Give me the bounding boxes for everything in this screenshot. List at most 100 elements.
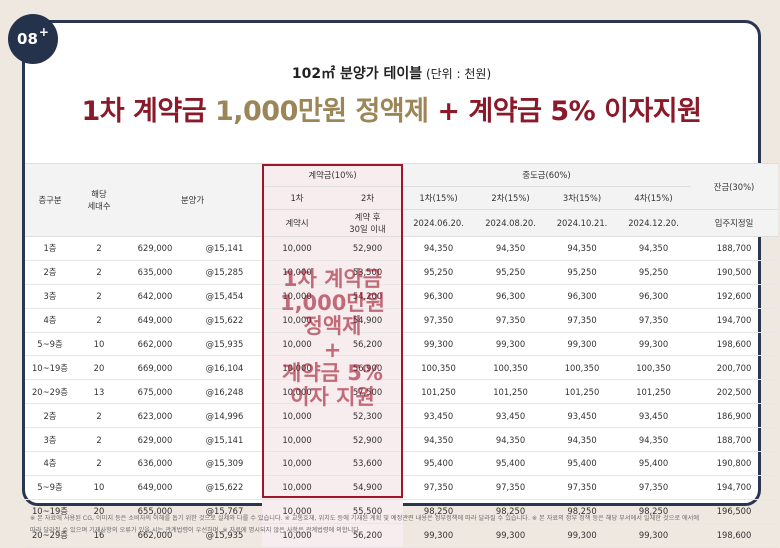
balance-cell: 202,500	[690, 379, 779, 405]
interim2-cell: 96,300	[474, 284, 548, 309]
floor-cell: 10~19층	[25, 499, 75, 524]
deposit2-cell: 54,200	[332, 284, 404, 309]
interim1-cell: 94,350	[403, 236, 475, 261]
interim1-cell: 98,250	[403, 499, 475, 524]
table-row: 10~19층 20 669,000 @16,104 10,000 56,900 100,35…	[25, 355, 779, 381]
headline-part-1: 1차 계약금	[81, 96, 207, 127]
floor-cell: 20~29층	[25, 379, 75, 405]
floor-cell: 3층	[25, 284, 75, 309]
floor-cell: 4층	[25, 308, 75, 333]
price-cell: 629,000	[123, 427, 187, 453]
price-cell: 662,000	[123, 332, 187, 357]
interim1-cell: 94,350	[403, 427, 475, 453]
header-int3: 3차(15%)	[547, 186, 618, 210]
price-per-unit-cell: @16,248	[187, 379, 262, 405]
headline-part-3: 계약금 5%	[468, 96, 596, 127]
deposit2-cell: 52,900	[332, 427, 404, 453]
badge-number: 08	[17, 30, 38, 48]
table-row: 5~9층 10 649,000 @15,622 10,000 54,900 97,350 97…	[25, 475, 779, 500]
interim2-cell: 95,400	[474, 451, 548, 476]
balance-cell: 190,500	[690, 260, 779, 285]
deposit2-cell: 52,300	[332, 403, 404, 429]
price-per-unit-cell: @15,454	[187, 284, 262, 309]
floor-cell: 5~9층	[25, 332, 75, 357]
interim3-cell: 96,300	[547, 284, 618, 309]
headline-part-2: 1,000만원 정액제	[214, 96, 429, 127]
table-row: 4층 2 649,000 @15,622 10,000 54,900 97,350 97,35…	[25, 308, 779, 333]
price-per-unit-cell: @15,622	[187, 308, 262, 333]
balance-cell: 198,600	[690, 332, 779, 357]
deposit2-cell: 52,900	[332, 236, 404, 261]
deposit1-cell: 10,000	[262, 379, 332, 405]
header-int1: 1차(15%)	[403, 186, 475, 210]
units-cell: 2	[75, 260, 123, 285]
header-int1-date: 2024.06.20.	[403, 209, 475, 237]
interim4-cell: 98,250	[617, 499, 691, 524]
price-cell: 623,000	[123, 403, 187, 429]
price-cell: 649,000	[123, 308, 187, 333]
deposit2-cell: 56,900	[332, 355, 404, 381]
table-row: 4층 2 636,000 @15,309 10,000 53,600 95,400 95,40…	[25, 451, 779, 476]
price-per-unit-cell: @15,141	[187, 236, 262, 261]
interim4-cell: 97,350	[617, 475, 691, 500]
deposit2-cell: 55,500	[332, 499, 404, 524]
price-per-unit-cell: @15,309	[187, 451, 262, 476]
interim3-cell: 94,350	[547, 427, 618, 453]
price-cell: 675,000	[123, 379, 187, 405]
subtitle-text: 102㎡ 분양가 테이블	[291, 66, 423, 82]
interim2-cell: 99,300	[474, 332, 548, 357]
interim1-cell: 93,450	[403, 403, 475, 429]
interim3-cell: 99,300	[547, 332, 618, 357]
floor-cell: 3층	[25, 427, 75, 453]
balance-cell: 200,700	[690, 355, 779, 381]
headline-plus: +	[437, 96, 460, 127]
units-cell: 20	[75, 499, 123, 524]
price-cell: 669,000	[123, 355, 187, 381]
deposit2-cell: 54,900	[332, 308, 404, 333]
interim4-cell: 94,350	[617, 236, 691, 261]
price-cell: 636,000	[123, 451, 187, 476]
units-cell: 2	[75, 427, 123, 453]
header-balance: 잔금(30%)	[690, 163, 779, 210]
interim2-cell: 101,250	[474, 379, 548, 405]
header-int4: 4차(15%)	[617, 186, 691, 210]
floor-cell: 4층	[25, 451, 75, 476]
interim3-cell: 95,400	[547, 451, 618, 476]
table-row: 1층 2 629,000 @15,141 10,000 52,900 94,350 94,35…	[25, 236, 779, 261]
balance-cell: 196,500	[690, 499, 779, 524]
interim1-cell: 97,350	[403, 475, 475, 500]
header-dep2-sub: 계약 후 30일 이내	[332, 209, 404, 237]
interim3-cell: 93,450	[547, 403, 618, 429]
floor-cell: 5~9층	[25, 475, 75, 500]
interim2-cell: 98,250	[474, 499, 548, 524]
interim1-cell: 95,250	[403, 260, 475, 285]
floor-cell: 10~19층	[25, 355, 75, 381]
deposit2-cell: 53,600	[332, 451, 404, 476]
balance-cell: 188,700	[690, 236, 779, 261]
price-per-unit-cell: @16,104	[187, 355, 262, 381]
interim2-cell: 94,350	[474, 236, 548, 261]
interim1-cell: 96,300	[403, 284, 475, 309]
deposit1-cell: 10,000	[262, 308, 332, 333]
price-per-unit-cell: @15,285	[187, 260, 262, 285]
interim2-cell: 97,350	[474, 475, 548, 500]
header-interim: 중도금(60%)	[403, 163, 691, 187]
footnote-line-1: ※ 본 자료에 사용된 CG, 이미지 등은 소비자의 이해를 돕기 위한 것으…	[30, 515, 700, 522]
interim1-cell: 95,400	[403, 451, 475, 476]
units-cell: 2	[75, 451, 123, 476]
deposit2-cell: 56,200	[332, 332, 404, 357]
interim4-cell: 101,250	[617, 379, 691, 405]
deposit1-cell: 10,000	[262, 451, 332, 476]
balance-cell: 194,700	[690, 475, 779, 500]
header-dep1: 1차	[262, 186, 332, 210]
table-row: 3층 2 629,000 @15,141 10,000 52,900 94,350 94,35…	[25, 427, 779, 453]
interim2-cell: 93,450	[474, 403, 548, 429]
interim1-cell: 100,350	[403, 355, 475, 381]
section-number-badge: 08 +	[8, 14, 58, 64]
interim4-cell: 100,350	[617, 355, 691, 381]
badge-plus: +	[38, 25, 49, 39]
deposit1-cell: 10,000	[262, 499, 332, 524]
price-per-unit-cell: @14,996	[187, 403, 262, 429]
units-cell: 2	[75, 403, 123, 429]
balance-cell: 188,700	[690, 427, 779, 453]
